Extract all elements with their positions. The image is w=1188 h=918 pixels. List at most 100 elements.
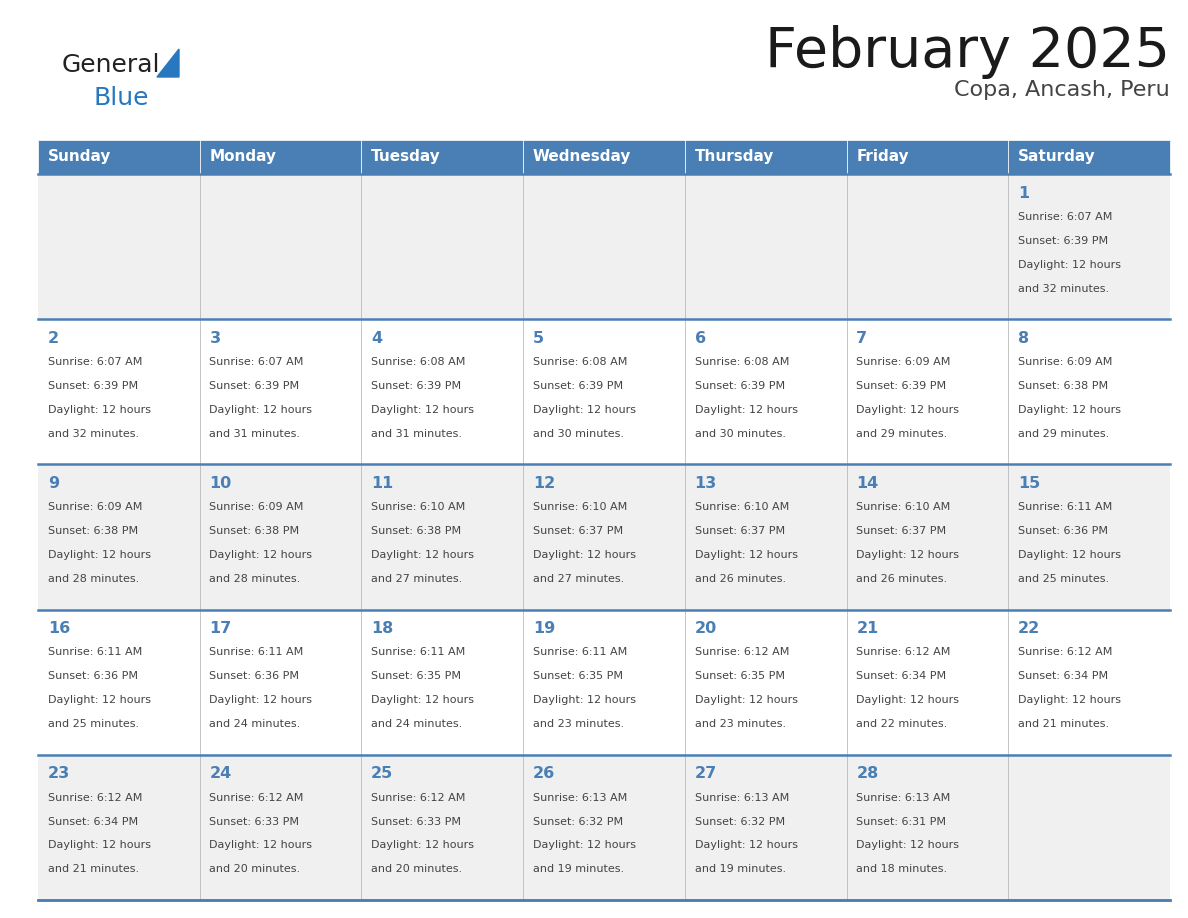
Text: 27: 27 [695, 767, 716, 781]
Text: Sunset: 6:35 PM: Sunset: 6:35 PM [695, 671, 784, 681]
Text: Sunrise: 6:12 AM: Sunrise: 6:12 AM [695, 647, 789, 657]
Text: Sunrise: 6:10 AM: Sunrise: 6:10 AM [695, 502, 789, 512]
Text: and 26 minutes.: and 26 minutes. [695, 574, 785, 584]
Text: Daylight: 12 hours: Daylight: 12 hours [695, 405, 797, 415]
Text: Sunset: 6:36 PM: Sunset: 6:36 PM [209, 671, 299, 681]
Text: Sunrise: 6:13 AM: Sunrise: 6:13 AM [857, 792, 950, 802]
Text: Daylight: 12 hours: Daylight: 12 hours [695, 550, 797, 560]
Text: Sunrise: 6:08 AM: Sunrise: 6:08 AM [371, 357, 466, 367]
Text: and 31 minutes.: and 31 minutes. [371, 429, 462, 439]
Text: 23: 23 [48, 767, 70, 781]
Text: Sunset: 6:33 PM: Sunset: 6:33 PM [371, 816, 461, 826]
Bar [38, 610, 1170, 755]
Text: and 20 minutes.: and 20 minutes. [371, 865, 462, 875]
Text: Sunset: 6:36 PM: Sunset: 6:36 PM [48, 671, 138, 681]
Text: Sunset: 6:37 PM: Sunset: 6:37 PM [857, 526, 947, 536]
Text: Sunrise: 6:10 AM: Sunrise: 6:10 AM [371, 502, 466, 512]
Text: Sunrise: 6:13 AM: Sunrise: 6:13 AM [533, 792, 627, 802]
Text: and 27 minutes.: and 27 minutes. [371, 574, 462, 584]
Text: Sunrise: 6:10 AM: Sunrise: 6:10 AM [857, 502, 950, 512]
Text: Daylight: 12 hours: Daylight: 12 hours [48, 405, 151, 415]
Text: Daylight: 12 hours: Daylight: 12 hours [533, 841, 636, 850]
Text: Sunset: 6:38 PM: Sunset: 6:38 PM [48, 526, 138, 536]
Text: Blue: Blue [94, 86, 150, 110]
Text: Sunset: 6:38 PM: Sunset: 6:38 PM [1018, 381, 1108, 391]
Text: and 32 minutes.: and 32 minutes. [1018, 284, 1110, 294]
Text: and 32 minutes.: and 32 minutes. [48, 429, 139, 439]
Text: Daylight: 12 hours: Daylight: 12 hours [857, 695, 959, 705]
Text: 1: 1 [1018, 185, 1029, 201]
Text: Tuesday: Tuesday [371, 150, 441, 164]
Text: and 21 minutes.: and 21 minutes. [48, 865, 139, 875]
Bar [38, 319, 1170, 465]
Text: and 25 minutes.: and 25 minutes. [48, 719, 139, 729]
Text: and 18 minutes.: and 18 minutes. [857, 865, 947, 875]
Text: Sunrise: 6:11 AM: Sunrise: 6:11 AM [533, 647, 627, 657]
Text: Sunrise: 6:07 AM: Sunrise: 6:07 AM [209, 357, 304, 367]
Text: Sunset: 6:35 PM: Sunset: 6:35 PM [533, 671, 623, 681]
Text: Sunset: 6:32 PM: Sunset: 6:32 PM [695, 816, 785, 826]
Text: Daylight: 12 hours: Daylight: 12 hours [533, 695, 636, 705]
Text: Sunset: 6:37 PM: Sunset: 6:37 PM [695, 526, 785, 536]
Text: Sunset: 6:31 PM: Sunset: 6:31 PM [857, 816, 947, 826]
Text: and 19 minutes.: and 19 minutes. [695, 865, 785, 875]
Text: 9: 9 [48, 476, 59, 491]
Text: 10: 10 [209, 476, 232, 491]
Text: and 30 minutes.: and 30 minutes. [695, 429, 785, 439]
Text: and 29 minutes.: and 29 minutes. [857, 429, 948, 439]
Text: and 24 minutes.: and 24 minutes. [371, 719, 462, 729]
Text: Sunset: 6:35 PM: Sunset: 6:35 PM [371, 671, 461, 681]
Text: 8: 8 [1018, 330, 1029, 346]
Text: 2: 2 [48, 330, 59, 346]
Bar [38, 755, 1170, 900]
Text: and 28 minutes.: and 28 minutes. [48, 574, 139, 584]
Text: Sunrise: 6:10 AM: Sunrise: 6:10 AM [533, 502, 627, 512]
Text: and 26 minutes.: and 26 minutes. [857, 574, 947, 584]
Text: Daylight: 12 hours: Daylight: 12 hours [371, 695, 474, 705]
Text: 12: 12 [533, 476, 555, 491]
Text: Sunrise: 6:08 AM: Sunrise: 6:08 AM [533, 357, 627, 367]
Text: Daylight: 12 hours: Daylight: 12 hours [533, 405, 636, 415]
Text: Sunset: 6:39 PM: Sunset: 6:39 PM [695, 381, 785, 391]
Text: Sunset: 6:34 PM: Sunset: 6:34 PM [48, 816, 138, 826]
Text: and 23 minutes.: and 23 minutes. [533, 719, 624, 729]
Text: Daylight: 12 hours: Daylight: 12 hours [1018, 550, 1121, 560]
Text: Daylight: 12 hours: Daylight: 12 hours [209, 550, 312, 560]
Text: 11: 11 [371, 476, 393, 491]
Text: Sunrise: 6:09 AM: Sunrise: 6:09 AM [857, 357, 950, 367]
Text: and 29 minutes.: and 29 minutes. [1018, 429, 1110, 439]
Bar [847, 140, 1009, 174]
Text: and 25 minutes.: and 25 minutes. [1018, 574, 1110, 584]
Text: Daylight: 12 hours: Daylight: 12 hours [695, 695, 797, 705]
Text: 17: 17 [209, 621, 232, 636]
Text: 7: 7 [857, 330, 867, 346]
Text: Sunset: 6:39 PM: Sunset: 6:39 PM [533, 381, 623, 391]
Text: Daylight: 12 hours: Daylight: 12 hours [209, 841, 312, 850]
Text: 3: 3 [209, 330, 221, 346]
Text: 20: 20 [695, 621, 716, 636]
Text: Daylight: 12 hours: Daylight: 12 hours [1018, 405, 1121, 415]
Text: Sunrise: 6:07 AM: Sunrise: 6:07 AM [48, 357, 143, 367]
Text: 25: 25 [371, 767, 393, 781]
Bar [38, 140, 200, 174]
Text: Daylight: 12 hours: Daylight: 12 hours [857, 841, 959, 850]
Text: Daylight: 12 hours: Daylight: 12 hours [371, 841, 474, 850]
Text: Sunrise: 6:11 AM: Sunrise: 6:11 AM [209, 647, 304, 657]
Text: and 24 minutes.: and 24 minutes. [209, 719, 301, 729]
Text: Daylight: 12 hours: Daylight: 12 hours [209, 405, 312, 415]
Text: Daylight: 12 hours: Daylight: 12 hours [857, 550, 959, 560]
Bar [38, 465, 1170, 610]
Text: 22: 22 [1018, 621, 1041, 636]
Text: Copa, Ancash, Peru: Copa, Ancash, Peru [954, 80, 1170, 100]
Text: 6: 6 [695, 330, 706, 346]
Text: and 19 minutes.: and 19 minutes. [533, 865, 624, 875]
Text: Daylight: 12 hours: Daylight: 12 hours [695, 841, 797, 850]
Bar [523, 140, 684, 174]
Text: Daylight: 12 hours: Daylight: 12 hours [1018, 695, 1121, 705]
Text: Daylight: 12 hours: Daylight: 12 hours [209, 695, 312, 705]
Text: February 2025: February 2025 [765, 25, 1170, 79]
Text: Sunset: 6:37 PM: Sunset: 6:37 PM [533, 526, 623, 536]
Text: 28: 28 [857, 767, 878, 781]
Text: Saturday: Saturday [1018, 150, 1095, 164]
Text: Wednesday: Wednesday [533, 150, 631, 164]
